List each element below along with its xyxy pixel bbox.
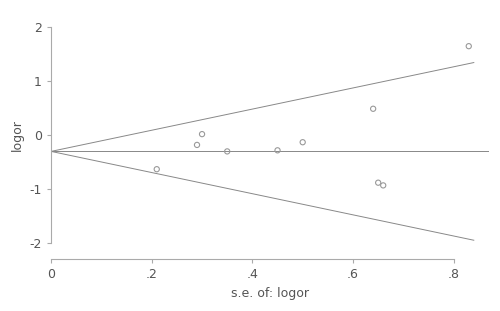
Point bbox=[152, 167, 160, 172]
Point bbox=[379, 183, 387, 188]
Point bbox=[223, 149, 231, 154]
Point bbox=[198, 132, 206, 137]
Y-axis label: logor: logor bbox=[11, 119, 24, 151]
Point bbox=[374, 180, 382, 185]
Point bbox=[193, 142, 201, 147]
Point bbox=[369, 106, 377, 111]
Point bbox=[298, 140, 306, 145]
X-axis label: s.e. of: logor: s.e. of: logor bbox=[231, 287, 309, 300]
Point bbox=[465, 44, 473, 49]
Point bbox=[274, 148, 281, 153]
